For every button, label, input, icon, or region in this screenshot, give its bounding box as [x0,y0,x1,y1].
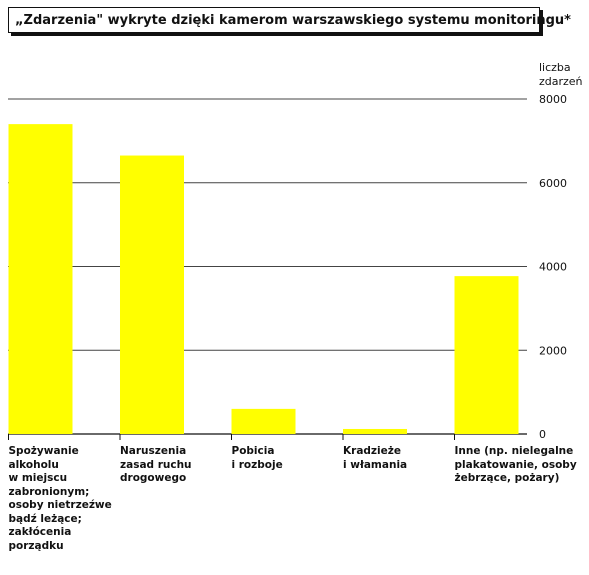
x-category-label: Inne (np. nielegalne plakatowanie, osoby ż… [455,445,585,486]
x-category-label-line: w miejscu [9,472,115,486]
x-category-label-line: bądź leżące; [9,513,115,527]
x-category-label: Pobicia i rozboje [232,445,338,472]
x-category-label-line: żebrzące, pożary) [455,472,585,486]
bar [232,409,296,434]
x-category-label: Naruszenia zasad ruchu drogowego [120,445,226,486]
bar [343,429,407,434]
bar [455,276,519,434]
x-category-label-line: Pobicia [232,445,338,459]
x-category-label: Kradzieże i włamania [343,445,449,472]
bar [120,156,184,434]
x-category-label-line: Naruszenia [120,445,226,459]
x-category-label-line: Inne (np. nielegalne [455,445,585,459]
x-category-label-line: i włamania [343,459,449,473]
bar [9,124,73,434]
y-tick-label: 0 [539,428,546,441]
y-tick-label: 8000 [539,93,567,106]
x-category-label-line: Spożywanie [9,445,115,459]
x-category-label-line: drogowego [120,472,226,486]
x-category-label: Spożywanie alkoholu w miejscu zabronionym; o… [9,445,115,553]
y-tick-label: 4000 [539,261,567,274]
x-category-label-line: osoby nietrzeźwe [9,499,115,513]
x-category-label-line: i rozboje [232,459,338,473]
x-category-label-line: zakłócenia [9,526,115,540]
x-category-label-line: plakatowanie, osoby [455,459,585,473]
y-tick-label: 2000 [539,344,567,357]
x-category-label-line: alkoholu [9,459,115,473]
x-category-label-line: porządku [9,540,115,554]
x-category-label-line: zabronionym; [9,486,115,500]
y-tick-label: 6000 [539,177,567,190]
x-category-label-line: Kradzieże [343,445,449,459]
x-category-label-line: zasad ruchu [120,459,226,473]
